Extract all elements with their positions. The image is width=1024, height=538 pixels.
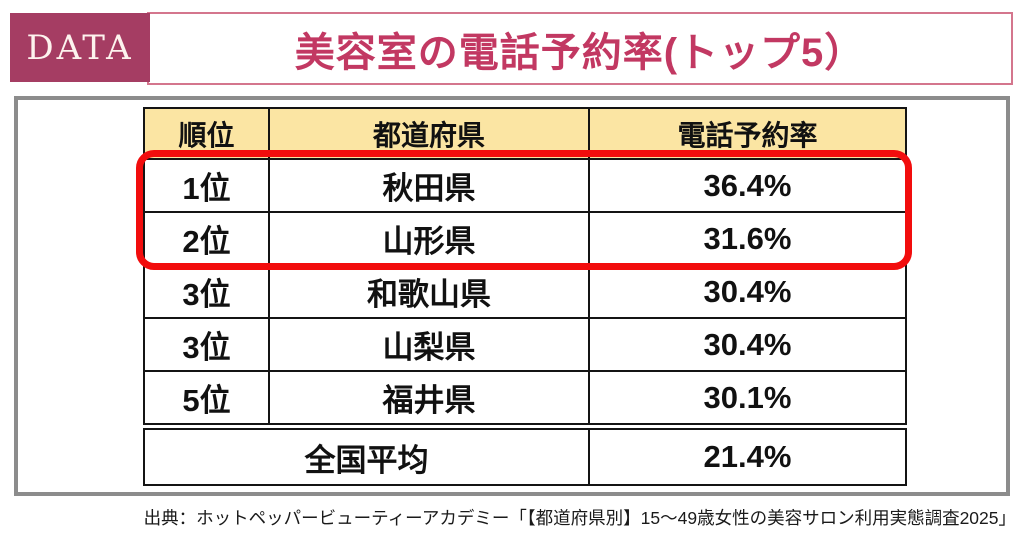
column-header-rank: 順位: [143, 107, 270, 160]
rate-cell: 31.6%: [588, 211, 907, 266]
title-bar: 美容室の電話予約率(トップ5）: [147, 12, 1013, 85]
rate-cell: 30.1%: [588, 370, 907, 425]
prefecture-cell: 秋田県: [268, 158, 590, 213]
source-citation: 出典：ホットペッパービューティーアカデミー「【都道府県別】15～49歳女性の美容…: [143, 508, 1016, 528]
rate-cell: 36.4%: [588, 158, 907, 213]
column-header-prefecture: 都道府県: [268, 107, 590, 160]
rank-cell: 3位: [143, 317, 270, 372]
prefecture-cell: 福井県: [268, 370, 590, 425]
national-average-row: 全国平均 21.4%: [143, 428, 907, 486]
national-average-table: 全国平均 21.4%: [143, 428, 907, 486]
table-row: 3位 和歌山県 30.4%: [143, 264, 907, 319]
rate-cell: 30.4%: [588, 264, 907, 319]
prefecture-cell: 和歌山県: [268, 264, 590, 319]
table-row: 1位 秋田県 36.4%: [143, 158, 907, 213]
table-row: 2位 山形県 31.6%: [143, 211, 907, 266]
ranking-table: 順位 都道府県 電話予約率 1位 秋田県 36.4% 2位 山形県 31.6% …: [143, 107, 907, 425]
rate-cell: 30.4%: [588, 317, 907, 372]
prefecture-cell: 山形県: [268, 211, 590, 266]
national-average-rate: 21.4%: [588, 428, 907, 486]
table-row: 3位 山梨県 30.4%: [143, 317, 907, 372]
rank-cell: 5位: [143, 370, 270, 425]
data-badge-label: DATA: [26, 27, 134, 68]
national-average-label: 全国平均: [143, 428, 590, 486]
rank-cell: 3位: [143, 264, 270, 319]
rank-cell: 2位: [143, 211, 270, 266]
ranking-table-container: 順位 都道府県 電話予約率 1位 秋田県 36.4% 2位 山形県 31.6% …: [143, 107, 907, 486]
column-header-rate: 電話予約率: [588, 107, 907, 160]
page-title: 美容室の電話予約率(トップ5）: [294, 30, 866, 75]
prefecture-cell: 山梨県: [268, 317, 590, 372]
table-header-row: 順位 都道府県 電話予約率: [143, 107, 907, 160]
table-row: 5位 福井県 30.1%: [143, 370, 907, 425]
data-badge: DATA: [10, 13, 150, 82]
rank-cell: 1位: [143, 158, 270, 213]
